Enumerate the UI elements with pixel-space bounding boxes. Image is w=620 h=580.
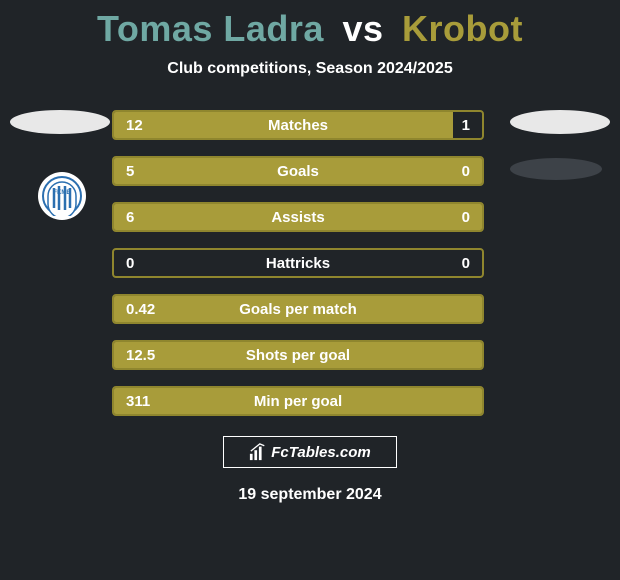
player1-badge [10,110,110,134]
stat-label: Hattricks [174,255,422,272]
title-player1: Tomas Ladra [97,8,324,49]
stat-value-left: 6 [114,209,174,226]
brand-badge: FcTables.com [223,436,397,468]
stat-row: 311Min per goal [112,386,484,416]
stat-value-right: 1 [422,117,482,134]
club-crest-icon: FKMB [42,176,82,216]
svg-text:FKMB: FKMB [53,190,71,196]
stat-label: Assists [174,209,422,226]
player1-club-logo: FKMB [38,172,86,220]
stat-value-left: 12 [114,117,174,134]
comparison-content: FKMB 12Matches15Goals06Assists00Hattrick… [0,110,620,416]
stat-value-left: 311 [114,393,174,410]
stat-label: Shots per goal [174,347,422,364]
stat-row: 0Hattricks0 [112,248,484,278]
stat-label: Goals [174,163,422,180]
subtitle: Club competitions, Season 2024/2025 [0,60,620,78]
stat-value-left: 12.5 [114,347,174,364]
stat-row: 12.5Shots per goal [112,340,484,370]
stat-label: Goals per match [174,301,422,318]
stat-label: Min per goal [174,393,422,410]
stat-value-left: 0.42 [114,301,174,318]
stat-label: Matches [174,117,422,134]
page-title: Tomas Ladra vs Krobot [0,0,620,50]
brand-text: FcTables.com [271,444,370,461]
player2-badge [510,110,610,134]
title-player2: Krobot [402,8,523,49]
stat-value-left: 0 [114,255,174,272]
stat-value-right: 0 [422,255,482,272]
stat-value-right: 0 [422,163,482,180]
stat-row: 5Goals0 [112,156,484,186]
stat-row: 0.42Goals per match [112,294,484,324]
stat-row: 6Assists0 [112,202,484,232]
date-text: 19 september 2024 [0,486,620,504]
chart-icon [249,443,267,461]
stat-value-right: 0 [422,209,482,226]
title-vs: vs [342,8,383,49]
stat-rows: 12Matches15Goals06Assists00Hattricks00.4… [112,110,484,416]
player2-club-badge [510,158,602,180]
stat-value-left: 5 [114,163,174,180]
stat-row: 12Matches1 [112,110,484,140]
